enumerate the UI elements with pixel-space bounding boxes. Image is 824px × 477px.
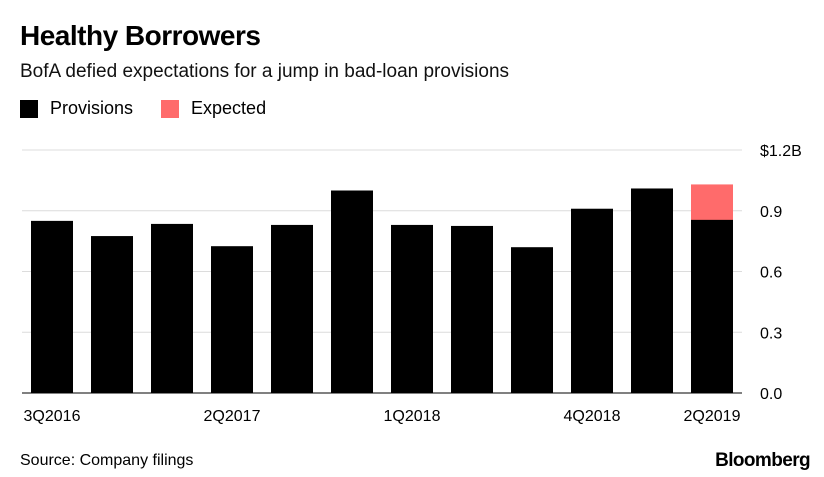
legend-swatch-expected: [161, 99, 180, 118]
chart-subtitle: BofA defied expectations for a jump in b…: [20, 61, 510, 82]
bar-provisions: [91, 236, 133, 393]
y-tick-label: $1.2B: [760, 143, 802, 160]
x-tick-label: 4Q2018: [564, 408, 621, 425]
y-tick-label: 0.0: [760, 386, 782, 403]
bars: [31, 184, 733, 393]
y-axis-labels: 0.0 0.3 0.6 0.9 $1.2B: [760, 143, 802, 403]
legend-item-expected: Expected: [161, 98, 266, 119]
y-tick-label: 0.3: [760, 325, 782, 342]
source-note: Source: Company filings: [20, 452, 194, 469]
x-axis-labels: 3Q2016 2Q2017 1Q2018 4Q2018 2Q2019: [24, 408, 741, 425]
bar-provisions: [31, 220, 73, 393]
x-tick-label: 3Q2016: [24, 408, 81, 425]
bar-provisions: [391, 224, 433, 393]
y-tick-label: 0.6: [760, 265, 782, 282]
bar-provisions: [151, 223, 193, 393]
legend-swatch-provisions: [20, 99, 38, 118]
legend-label-provisions: Provisions: [50, 98, 134, 118]
bar-provisions: [571, 208, 613, 393]
x-tick-label: 2Q2019: [684, 408, 741, 425]
y-tick-label: 0.9: [760, 204, 782, 221]
bar-provisions: [211, 246, 253, 393]
legend-item-provisions: Provisions: [20, 98, 133, 119]
chart-title: Healthy Borrowers: [20, 20, 261, 51]
x-tick-label: 1Q2018: [384, 408, 441, 425]
bar-provisions: [451, 225, 493, 393]
bloomberg-logo: Bloomberg: [715, 450, 810, 471]
bar-provisions: [271, 224, 313, 393]
bar-provisions: [331, 190, 373, 393]
bar-provisions: [511, 247, 553, 393]
x-tick-label: 2Q2017: [204, 408, 261, 425]
legend: Provisions Expected: [20, 98, 294, 119]
bar-provisions: [631, 188, 673, 393]
bar-provisions: [691, 219, 733, 393]
legend-label-expected: Expected: [191, 98, 267, 118]
